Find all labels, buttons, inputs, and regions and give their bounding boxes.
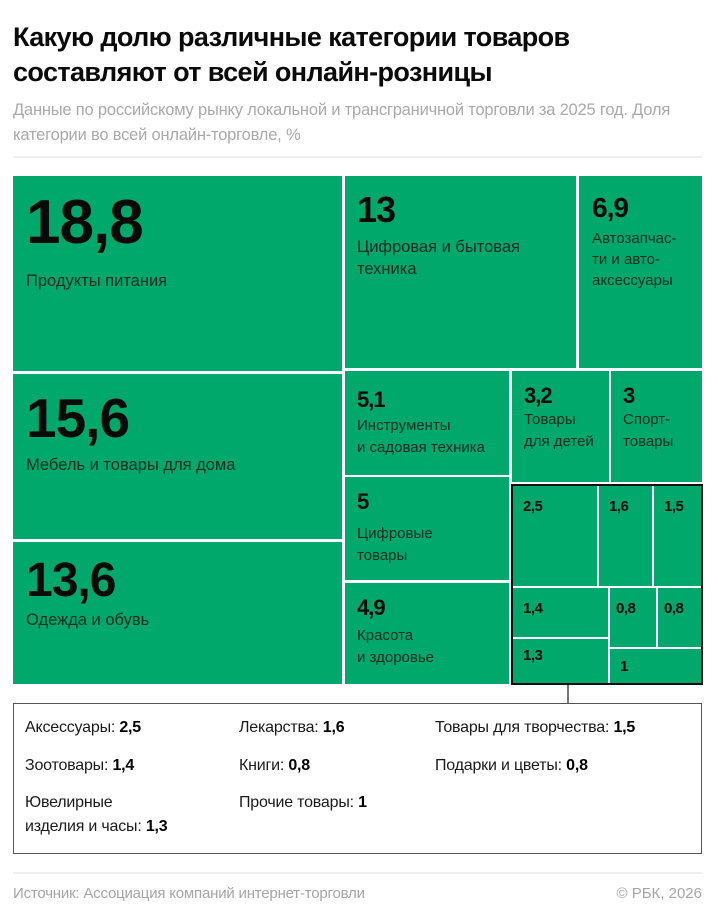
subtile-accessories: 2,5: [513, 486, 597, 586]
legend-item-books: Книги: 0,8: [239, 754, 310, 778]
legend-value: 1,4: [112, 757, 135, 774]
subtile-medicines: 1,6: [599, 486, 652, 586]
subtile-value: 0,8: [664, 600, 684, 617]
tile-kids-goods: 3,2 Товары для детей: [512, 371, 609, 482]
legend-value: 2,5: [119, 719, 142, 736]
subtile-creative-goods: 1,5: [654, 486, 701, 586]
subtile-value: 1,5: [664, 498, 684, 515]
subtile-value: 1,4: [523, 600, 543, 617]
tile-digital-goods: 5 Цифровые товары: [345, 477, 509, 580]
header-divider: [13, 156, 702, 158]
legend-item-creative-goods: Товары для творчества: 1,5: [435, 716, 635, 740]
subtile-gifts-flowers: 0,8: [658, 588, 701, 647]
tile-value: 6,9: [592, 192, 629, 223]
tile-label-line: Автозапчас-: [592, 230, 677, 247]
legend-label: Подарки и цветы:: [435, 757, 567, 774]
tile-label-line: Красота: [357, 627, 414, 644]
legend-value: 1,5: [613, 719, 636, 736]
chart-subtitle: Данные по российскому рынку локальной и …: [13, 101, 671, 144]
tile-label: Одежда и обувь: [26, 611, 150, 629]
tile-value: 15,6: [26, 387, 130, 449]
legend-value: 0,8: [288, 757, 311, 774]
legend-item-other-goods: Прочие товары: 1: [239, 791, 367, 815]
legend-label: Лекарства:: [239, 719, 323, 736]
footer-divider: [13, 872, 702, 874]
legend-item-gifts-flowers: Подарки и цветы: 0,8: [435, 754, 588, 778]
legend-label: изделия и часы:: [25, 818, 146, 835]
tile-label: Цифровая и бытовая техника: [357, 236, 520, 280]
tile-label: Мебель и товары для дома: [26, 456, 236, 474]
subtile-value: 1: [620, 658, 628, 675]
legend-value: 1,6: [322, 719, 345, 736]
subtile-value: 2,5: [523, 498, 543, 515]
tile-label-line: Спорт-: [623, 411, 671, 428]
tile-label-line: товары: [623, 433, 674, 450]
tile-value: 13,6: [26, 554, 116, 607]
legend-label: Товары для творчества:: [435, 719, 614, 736]
legend-label: Прочие товары:: [239, 794, 359, 811]
legend-item-accessories: Аксессуары: 2,5: [25, 716, 141, 740]
tile-electronics: 13 Цифровая и бытовая техника: [345, 176, 576, 368]
tile-label-line: Цифровые: [357, 525, 433, 542]
tile-auto-parts: 6,9 Автозапчас- ти и авто- аксессуары: [579, 176, 702, 368]
subtile-pet-goods: 1,4: [513, 588, 608, 637]
tile-beauty-health: 4,9 Красота и здоровье: [345, 583, 509, 684]
tile-clothing: 13,6 Одежда и обувь: [13, 542, 342, 684]
copyright: © РБК, 2026: [616, 885, 702, 902]
subtile-value: 1,3: [523, 647, 543, 664]
tile-value: 5,1: [357, 387, 386, 412]
legend-item-medicines: Лекарства: 1,6: [239, 716, 345, 740]
tile-label-line: аксессуары: [592, 272, 673, 289]
tile-value: 3: [623, 383, 635, 408]
tile-label-line: и здоровье: [357, 649, 434, 666]
legend-value: 1,3: [145, 818, 168, 835]
tile-label: Красота и здоровье: [357, 625, 434, 669]
tile-label: Товары для детей: [524, 409, 594, 453]
tile-food: 18,8 Продукты питания: [13, 176, 342, 371]
tile-label-line: для детей: [524, 433, 594, 450]
tile-label-line: и садовая техника: [357, 439, 486, 456]
legend-label: Книги:: [239, 757, 289, 774]
tile-value: 3,2: [524, 383, 553, 408]
tile-label-line: техника: [357, 260, 417, 278]
tile-label: Инструменты и садовая техника: [357, 415, 485, 459]
tile-label-line: Инструменты: [357, 417, 451, 434]
legend-label-line: Ювелирные: [25, 794, 113, 811]
subtile-value: 1,6: [609, 498, 629, 515]
subtile-other-goods: 1: [610, 649, 701, 683]
legend-value: 1: [358, 794, 367, 811]
subtile-books: 0,8: [610, 588, 656, 647]
legend-label: Зоотовары:: [25, 757, 113, 774]
legend-label: Аксессуары:: [25, 719, 120, 736]
tile-label-line: товары: [357, 547, 408, 564]
tile-value: 5: [357, 489, 369, 514]
tile-label-line: Цифровая и бытовая: [357, 238, 520, 256]
tile-label: Цифровые товары: [357, 523, 433, 567]
tile-furniture: 15,6 Мебель и товары для дома: [13, 374, 342, 539]
tile-label: Продукты питания: [26, 272, 168, 290]
tile-tools-garden: 5,1 Инструменты и садовая техника: [345, 371, 509, 475]
legend-item-jewelry-watches: Ювелирные изделия и часы: 1,3: [25, 791, 168, 839]
legend-box: Аксессуары: 2,5 Лекарства: 1,6 Товары дл…: [13, 703, 702, 854]
tile-label: Автозапчас- ти и авто- аксессуары: [592, 228, 677, 291]
tile-value: 13: [357, 189, 396, 230]
subtile-jewelry-watches: 1,3: [513, 639, 608, 683]
tile-label-line: ти и авто-: [592, 251, 660, 268]
source-note: Источник: Ассоциация компаний интернет-т…: [13, 885, 365, 902]
tile-label: Спорт- товары: [623, 409, 673, 453]
chart-title: Какую долю различные категории товаров с…: [13, 22, 570, 87]
tile-label-line: Товары: [524, 411, 576, 428]
tile-value: 18,8: [26, 188, 144, 257]
tile-value: 4,9: [357, 595, 386, 620]
other-categories-group: 2,5 1,6 1,5 1,4 0,8 0,8 1,3 1: [511, 484, 703, 685]
subtile-value: 0,8: [616, 600, 636, 617]
legend-connector-line: [567, 685, 569, 704]
tile-sports-goods: 3 Спорт- товары: [611, 371, 702, 482]
legend-item-pet-goods: Зоотовары: 1,4: [25, 754, 134, 778]
legend-value: 0,8: [566, 757, 588, 774]
